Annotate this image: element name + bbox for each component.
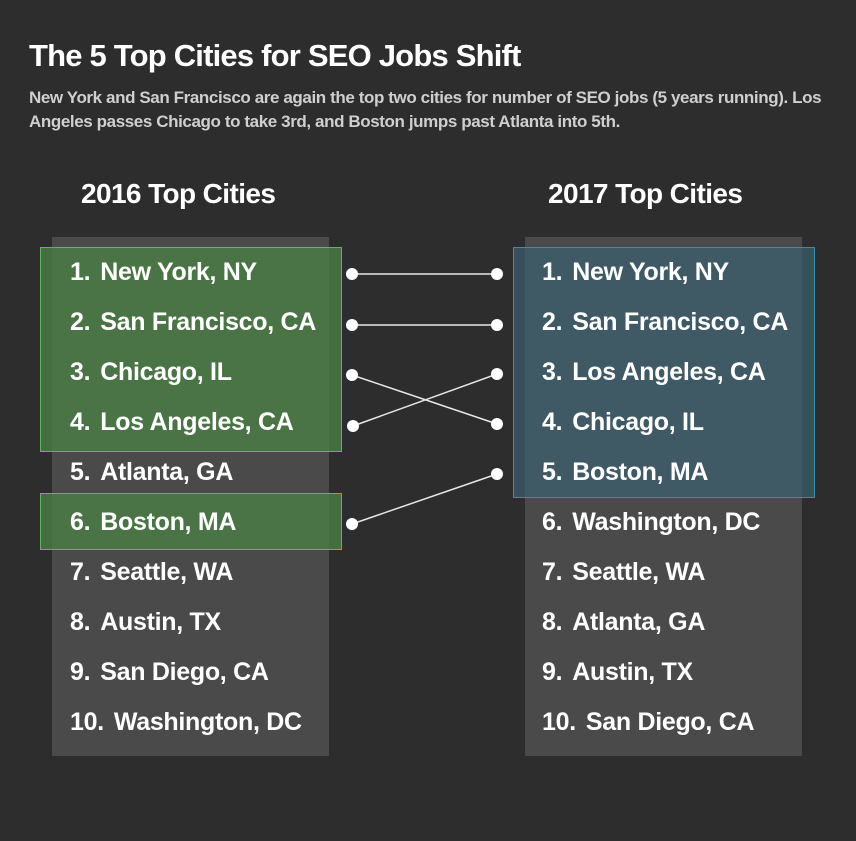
connector-dot bbox=[491, 468, 503, 480]
connector-line bbox=[351, 473, 498, 525]
right-list-item: 8. Atlanta, GA bbox=[542, 608, 706, 636]
connector-dot bbox=[346, 518, 358, 530]
left-list-item: 3. Chicago, IL bbox=[70, 358, 232, 386]
right-list-item: 2. San Francisco, CA bbox=[542, 308, 789, 336]
connector-dot bbox=[346, 369, 358, 381]
left-list-item: 6. Boston, MA bbox=[70, 508, 237, 536]
right-list-item: 3. Los Angeles, CA bbox=[542, 358, 766, 386]
page-title: The 5 Top Cities for SEO Jobs Shift bbox=[29, 38, 521, 73]
left-list-item: 9. San Diego, CA bbox=[70, 658, 269, 686]
right-list-item: 1. New York, NY bbox=[542, 258, 729, 286]
right-top5-highlight bbox=[513, 247, 815, 498]
connector-dot bbox=[491, 418, 503, 430]
connector-dot bbox=[346, 268, 358, 280]
connector-dot bbox=[347, 420, 359, 432]
right-list-item: 6. Washington, DC bbox=[542, 508, 761, 536]
right-list-item: 9. Austin, TX bbox=[542, 658, 693, 686]
connector-dot bbox=[491, 319, 503, 331]
left-list-item: 10. Washington, DC bbox=[70, 708, 302, 736]
page-subtitle: New York and San Francisco are again the… bbox=[29, 88, 822, 131]
left-column-heading: 2016 Top Cities bbox=[81, 178, 276, 209]
right-list-item: 4. Chicago, IL bbox=[542, 408, 704, 436]
connector-line bbox=[352, 373, 498, 427]
left-list-item: 5. Atlanta, GA bbox=[70, 458, 234, 486]
left-list-item: 1. New York, NY bbox=[70, 258, 257, 286]
right-column-heading: 2017 Top Cities bbox=[548, 178, 743, 209]
connector-dot bbox=[491, 268, 503, 280]
left-list-item: 7. Seattle, WA bbox=[70, 558, 234, 586]
left-list-item: 2. San Francisco, CA bbox=[70, 308, 317, 336]
left-boston-highlight bbox=[40, 493, 342, 550]
connector-dot bbox=[491, 368, 503, 380]
left-list-item: 4. Los Angeles, CA bbox=[70, 408, 294, 436]
left-top4-highlight bbox=[40, 247, 342, 452]
connector-dot bbox=[346, 319, 358, 331]
right-list-item: 5. Boston, MA bbox=[542, 458, 709, 486]
left-list-item: 8. Austin, TX bbox=[70, 608, 221, 636]
right-list-item: 7. Seattle, WA bbox=[542, 558, 706, 586]
right-list-item: 10. San Diego, CA bbox=[542, 708, 755, 736]
